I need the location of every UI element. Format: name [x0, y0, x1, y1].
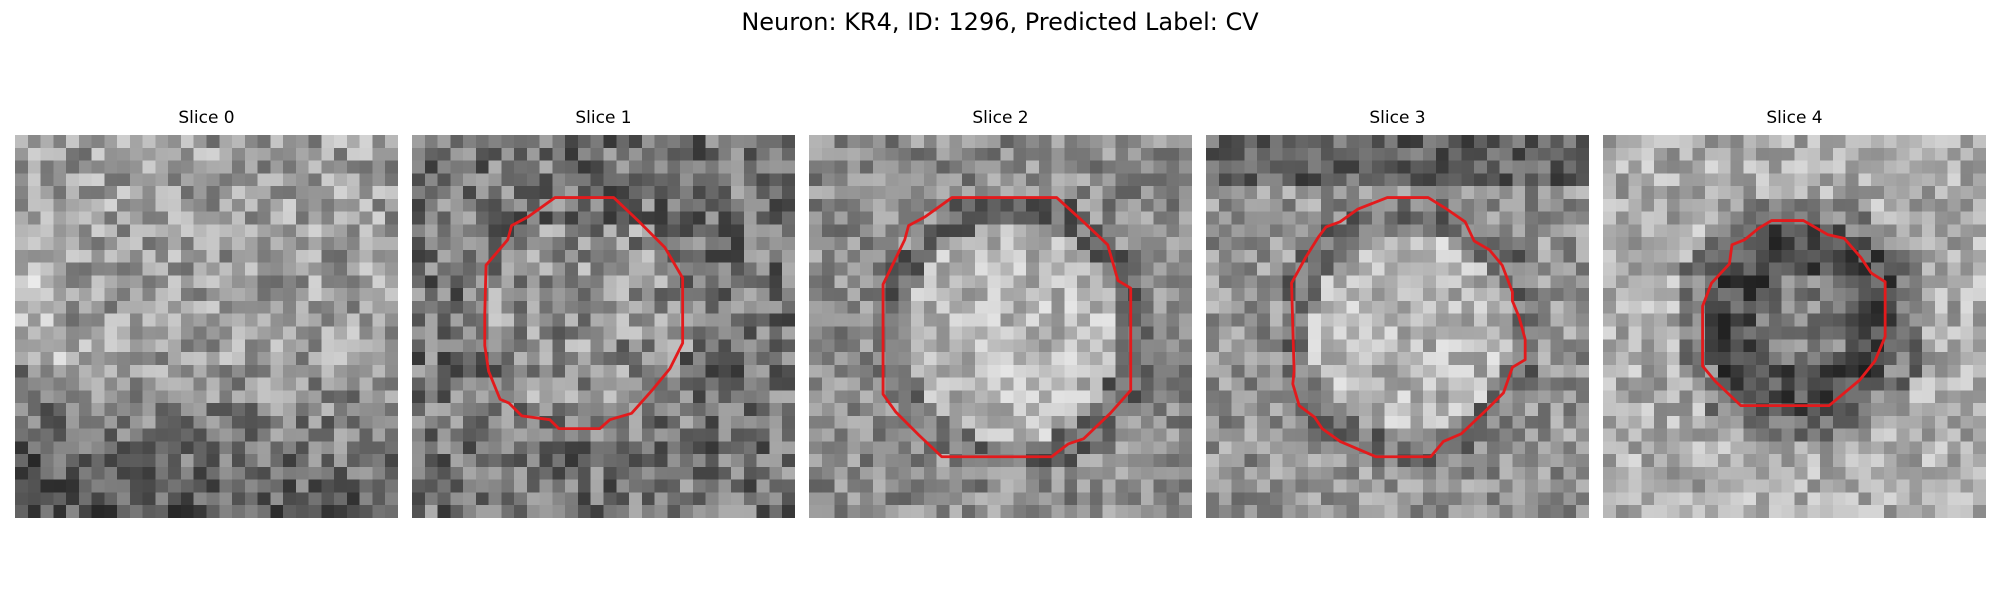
slice-panel-2: Slice 2: [809, 108, 1192, 518]
slice-image-1: [412, 135, 795, 518]
slice-title-3: Slice 3: [1369, 108, 1426, 128]
slice-panel-3: Slice 3: [1206, 108, 1589, 518]
roi-outline-1: [483, 196, 685, 431]
slice-pixels-3: [1206, 135, 1589, 518]
slice-title-4: Slice 4: [1766, 108, 1823, 128]
slice-title-2: Slice 2: [972, 108, 1029, 128]
slice-image-2: [809, 135, 1192, 518]
slice-image-0: [15, 135, 398, 518]
slice-panel-1: Slice 1: [412, 108, 795, 518]
slice-pixels-0: [15, 135, 398, 518]
figure-title: Neuron: KR4, ID: 1296, Predicted Label: …: [741, 8, 1259, 36]
slice-title-1: Slice 1: [575, 108, 632, 128]
roi-outline-4: [1701, 219, 1887, 408]
roi-outline-3: [1290, 196, 1527, 459]
slice-title-0: Slice 0: [178, 108, 235, 128]
slice-pixels-2: [809, 135, 1192, 518]
roi-outline-2: [881, 196, 1133, 459]
slice-panel-4: Slice 4: [1603, 108, 1986, 518]
slice-image-4: [1603, 135, 1986, 518]
slice-image-3: [1206, 135, 1589, 518]
slice-pixels-1: [412, 135, 795, 518]
slice-pixels-4: [1603, 135, 1986, 518]
slice-panel-0: Slice 0: [15, 108, 398, 518]
